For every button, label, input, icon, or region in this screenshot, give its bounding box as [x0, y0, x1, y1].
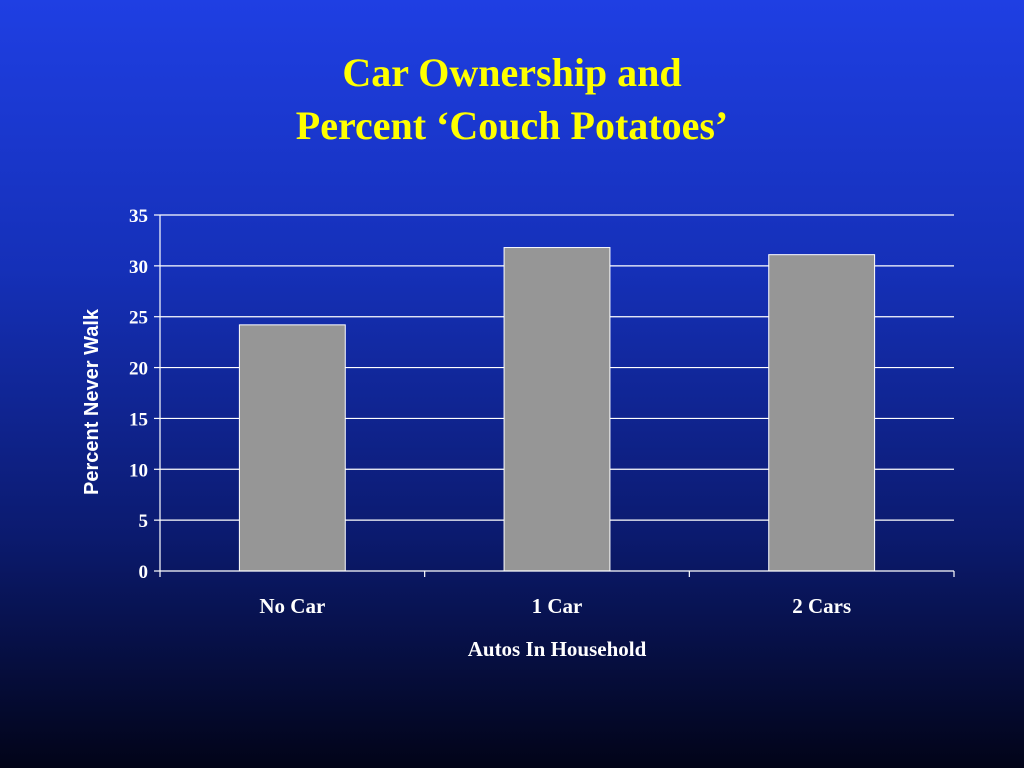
y-axis-title: Percent Never Walk: [81, 308, 103, 495]
y-tick-label: 20: [129, 359, 148, 380]
y-tick-label: 15: [129, 409, 148, 430]
bar: [503, 247, 611, 572]
bar: [238, 324, 346, 572]
y-tick-label: 35: [129, 206, 148, 227]
bar: [768, 254, 876, 572]
y-tick-label: 30: [129, 257, 148, 278]
chart-title-line-2: Percent ‘Couch Potatoes’: [295, 103, 729, 148]
bars: [238, 247, 876, 572]
x-category-label: 1 Car: [532, 594, 583, 618]
y-tick-label: 5: [139, 511, 149, 532]
x-category-label: 2 Cars: [792, 594, 851, 618]
chart-title-line-1: Car Ownership and: [342, 50, 682, 95]
x-category-label: No Car: [259, 594, 325, 618]
y-tick-label: 25: [129, 308, 148, 329]
chart-title: Car Ownership and Percent ‘Couch Potatoe…: [0, 46, 1024, 152]
x-axis-title: Autos In Household: [468, 637, 647, 661]
y-tick-label: 0: [139, 562, 149, 583]
y-tick-label: 10: [129, 460, 148, 481]
axes: [154, 214, 955, 577]
tick-labels: 0 5 10 15 20 25 30 35 No Car 1 Car 2 Cars: [129, 206, 851, 618]
